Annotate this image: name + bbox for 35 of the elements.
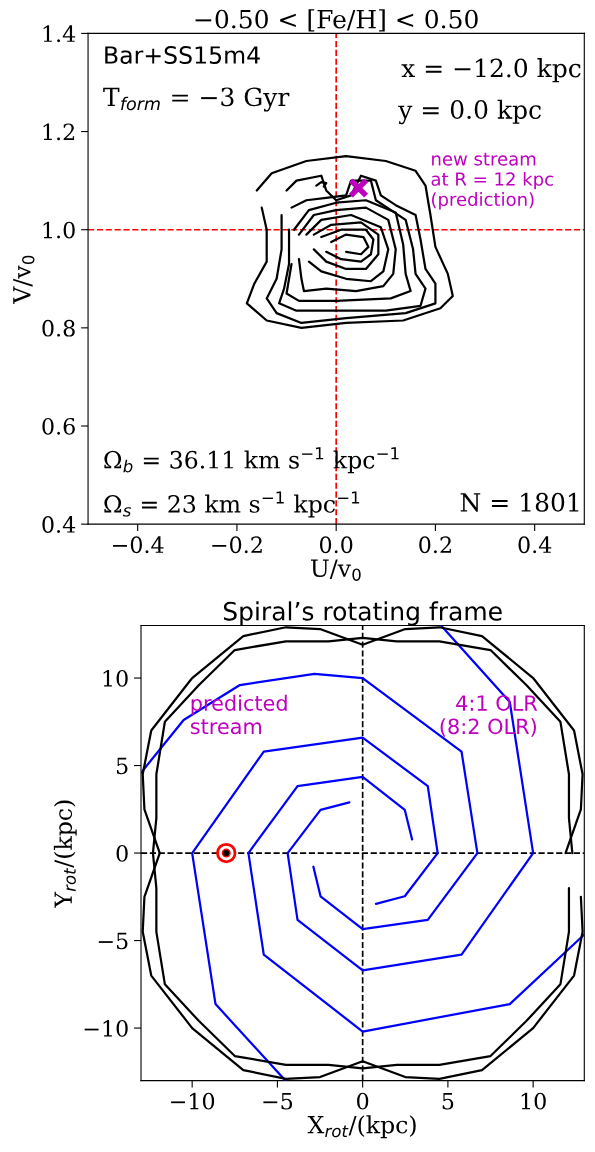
x-tick-label: 0.4 bbox=[518, 536, 552, 554]
y-tick-label: 1.2 bbox=[43, 123, 75, 141]
y-axis-title: V/v$_{0}$ bbox=[13, 255, 35, 304]
annotation: N = 1801 bbox=[460, 492, 579, 512]
y-tick-label: −10 bbox=[84, 1020, 128, 1037]
x-tick-label: 0.2 bbox=[419, 536, 451, 554]
annotation: Ω$_{b}$ = 36.11 km s$^{−1}$ kpc$^{−1}$ bbox=[104, 447, 399, 474]
y-tick-label: 0.6 bbox=[42, 417, 75, 435]
annotation: x = −12.0 kpc bbox=[401, 58, 581, 83]
x-tick-label: 10 bbox=[521, 1092, 546, 1110]
annotation: y = 0.0 kpc bbox=[398, 99, 541, 125]
x-tick-label: −0.4 bbox=[113, 536, 164, 554]
annotation: Ω$_{s}$ = 23 km s$^{−1}$ kpc$^{−1}$ bbox=[104, 491, 360, 518]
x-tick-label: 0.0 bbox=[319, 536, 353, 554]
annotation: T$_{form}$ = −3 Gyr bbox=[103, 87, 290, 112]
y-tick-label: 5 bbox=[116, 757, 128, 775]
annotation: Bar+SS15m4 bbox=[105, 46, 260, 64]
y-tick-label: −5 bbox=[98, 932, 128, 950]
y-tick-label: 1.4 bbox=[43, 25, 76, 43]
x-tick-label: 5 bbox=[442, 1093, 454, 1110]
y-tick-label: 10 bbox=[103, 669, 128, 687]
y-tick-label: 0 bbox=[116, 845, 128, 862]
x-axis-title: U/v$_{0}$ bbox=[310, 559, 361, 581]
x-axis-title: X$_{rot}$/(kpc) bbox=[307, 1115, 416, 1139]
chart-title: Spiral’s rotating frame bbox=[223, 601, 502, 626]
x-tick-label: −5 bbox=[263, 1093, 293, 1110]
x-tick-label: −0.2 bbox=[212, 536, 262, 554]
x-tick-label: −10 bbox=[171, 1092, 215, 1110]
annotation: new stream at R = 12 kpc (prediction) bbox=[431, 152, 553, 210]
chart-title: −0.50 < [Fe/H] < 0.50 bbox=[195, 9, 478, 32]
y-tick-label: 0.4 bbox=[42, 516, 76, 533]
y-axis-title: Y$_{rot}$/(kpc) bbox=[53, 800, 77, 908]
y-tick-label: 1.0 bbox=[43, 221, 75, 239]
y-tick-label: 0.8 bbox=[42, 319, 75, 337]
x-tick-label: 0 bbox=[357, 1092, 369, 1110]
